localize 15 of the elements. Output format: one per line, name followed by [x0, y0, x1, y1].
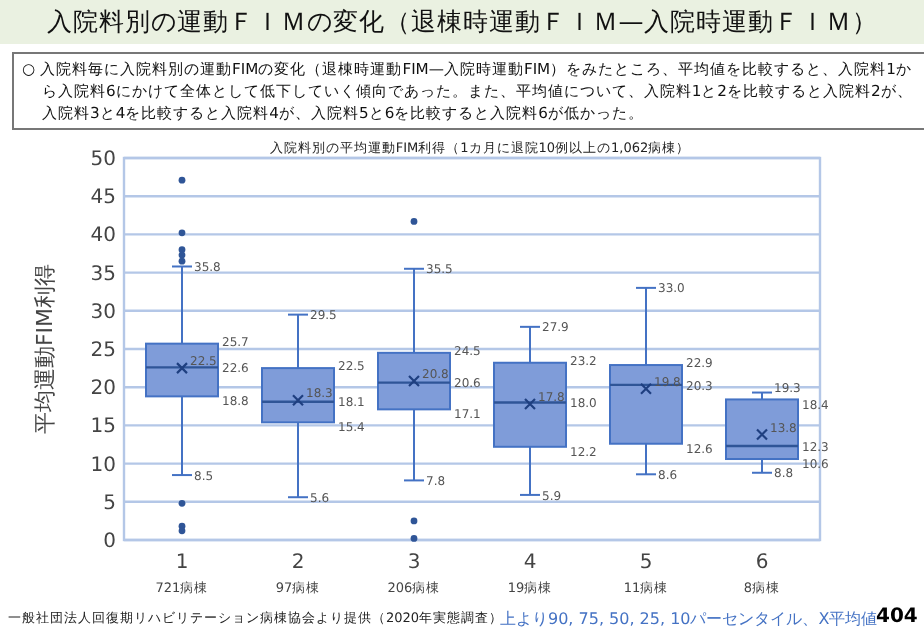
y-axis-title: 平均運動FIM利得 [32, 263, 58, 435]
y-tick-label: 30 [90, 301, 116, 324]
y-tick-label: 5 [103, 492, 116, 515]
chart-title: 入院料別の運動ＦＩＭの変化（退棟時運動ＦＩＭ—入院時運動ＦＩＭ） [0, 0, 924, 44]
y-tick-label: 35 [90, 263, 116, 286]
y-tick-label: 50 [90, 149, 116, 171]
text: 404 [876, 606, 918, 628]
y-tick-label: 40 [90, 225, 116, 248]
y-tick-label: 15 [90, 416, 116, 439]
y-tick-label: 20 [90, 378, 116, 401]
y-tick-label: 0 [103, 531, 116, 553]
y-tick-label: 10 [90, 454, 116, 477]
y-tick-label: 25 [90, 340, 116, 362]
y-tick-label: 45 [90, 187, 116, 210]
text: 上より90, 75, 50, 25, 10パーセンタイル、X平均値 [500, 610, 878, 630]
